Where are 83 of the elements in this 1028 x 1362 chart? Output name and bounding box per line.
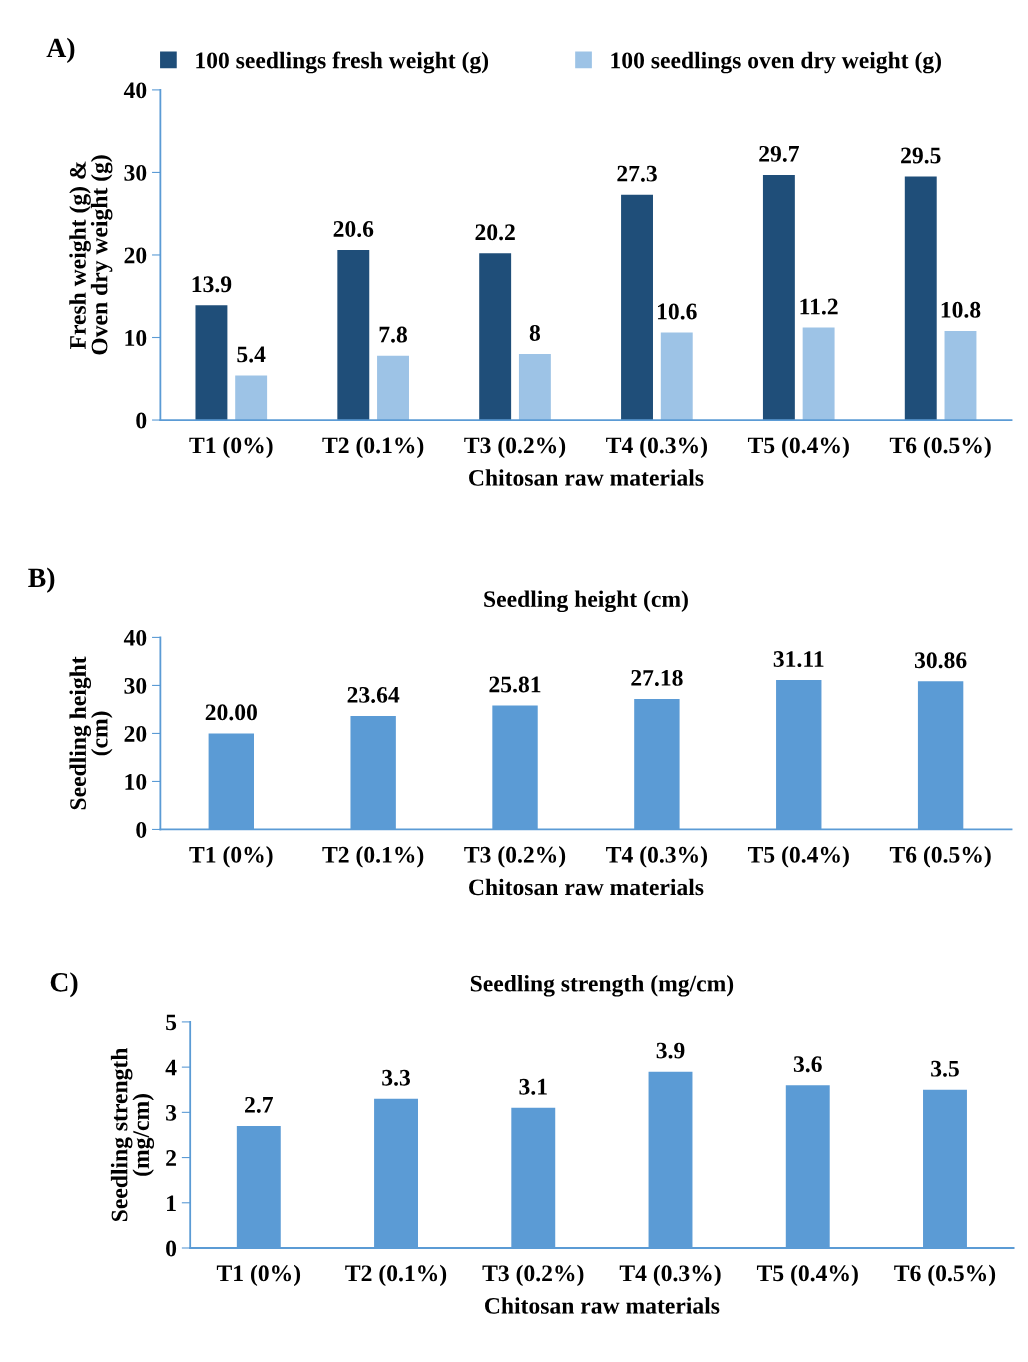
x-tick-label: T3 (0.2%) [464,436,566,459]
bar [337,250,370,421]
data-label: 5.4 [237,346,266,363]
text: C) [50,972,78,998]
y-tick-label: 10 [125,773,147,790]
x-axis-title: Chitosan raw materials [469,469,704,486]
x-tick-label: T2 (0.1%) [322,436,424,459]
y-tick-label: 40 [123,82,147,99]
x-tick-label: T6 (0.5%) [889,436,991,459]
bar [235,375,268,421]
data-label: 27.3 [617,165,657,182]
bar [762,174,795,421]
data-label: 13.9 [192,276,232,293]
data-label: 30.86 [914,652,967,669]
x-axis-title: Chitosan raw materials [469,878,704,896]
bar [660,332,693,421]
data-label: 25.81 [489,676,541,693]
x-tick-label: T6 (0.5%) [889,846,991,868]
y-tick-label: 10 [125,329,147,346]
x-tick-label: T1 (0%) [189,846,273,868]
y-axis-title: Seedling strength (mg/cm) [110,1047,155,1222]
data-label: 3.5 [931,1060,959,1077]
x-tick-label: T1 (0%) [216,1264,301,1287]
y-tick-label: 2 [166,1150,176,1166]
bar [518,354,551,421]
x-tick-label: T3 (0.2%) [482,1264,584,1287]
x-tick-label: T5 (0.4%) [756,1264,858,1287]
data-label: 3.3 [382,1069,410,1086]
y-tick-label: 20 [124,247,147,264]
data-label: 23.64 [347,686,400,703]
legend-label: 100 seedlings fresh weight (g) [196,51,489,74]
legend-label: 100 seedlings oven dry weight (g) [611,51,941,74]
y-tick-label: 0 [136,412,147,429]
x-tick-label: T1 (0%) [189,436,273,459]
bar [377,355,409,421]
y-axis-title: Fresh weight (g) & Oven dry weight (g) [69,155,113,355]
x-tick-label: T3 (0.2%) [464,846,566,868]
y-tick-label: 40 [123,629,147,646]
data-label: 29.7 [759,145,799,162]
data-label: 8 [529,324,541,341]
y-tick-label: 3 [166,1104,177,1121]
x-tick-label: T4 (0.3%) [606,436,708,459]
data-label: 20.2 [475,224,515,241]
data-label: 20.6 [333,220,374,237]
chart-title: Seedling height (cm) [484,590,688,613]
y-tick-label: 30 [124,164,147,181]
data-label: 7.8 [379,326,407,343]
x-tick-label: T4 (0.3%) [606,846,708,868]
data-label: 3.6 [793,1056,822,1073]
x-tick-label: T2 (0.1%) [345,1264,447,1287]
y-tick-label: 1 [167,1195,176,1211]
y-axis-title: Seedling height (cm) [69,656,113,810]
bar [479,253,512,421]
x-tick-label: T2 (0.1%) [322,846,424,868]
y-tick-label: 0 [136,821,147,838]
data-label: 10.6 [657,303,697,320]
bar [621,194,653,421]
x-tick-label: T4 (0.3%) [619,1264,721,1287]
x-tick-label: T6 (0.5%) [894,1264,996,1287]
data-label: 27.18 [631,669,683,686]
text: A) [46,37,75,63]
data-label: 29.5 [901,147,941,164]
y-tick-label: 4 [165,1059,177,1076]
data-label: 3.1 [519,1078,547,1095]
y-tick-label: 20 [124,725,147,742]
data-label: 10.8 [941,301,981,318]
data-label: 20.00 [205,704,257,721]
x-tick-label: T5 (0.4%) [747,436,849,459]
x-tick-label: T5 (0.4%) [747,846,849,868]
bar [802,327,835,421]
bar [195,305,228,421]
text: B) [28,567,55,593]
bar [904,176,937,421]
data-label: 2.7 [245,1096,273,1113]
x-axis-title: Chitosan raw materials [485,1297,720,1314]
data-label: 11.2 [800,298,838,315]
data-label: 31.11 [773,651,824,668]
y-tick-label: 30 [124,677,147,694]
y-tick-label: 0 [166,1240,177,1257]
y-tick-label: 5 [166,1014,177,1031]
chart-title: Seedling strength (mg/cm) [470,974,734,997]
bar [944,330,977,421]
data-label: 3.9 [656,1042,685,1059]
